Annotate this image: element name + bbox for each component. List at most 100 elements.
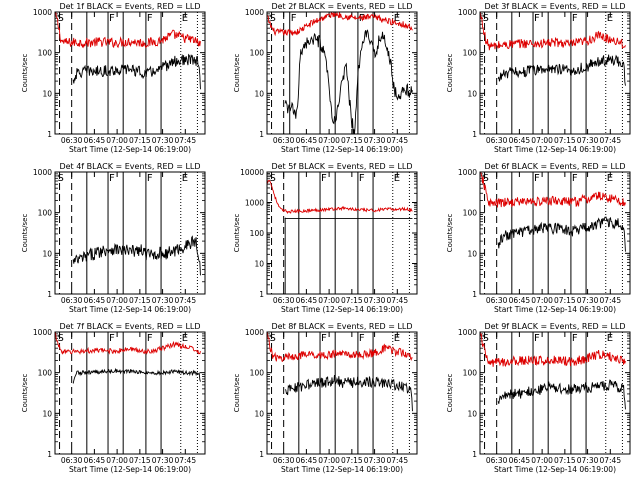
y-tick-label: 1 <box>47 290 52 299</box>
y-tick-label: 10 <box>254 260 264 269</box>
x-tick-label: 07:15 <box>129 136 151 145</box>
x-tick-label: 07:15 <box>554 136 576 145</box>
x-tick-label: 07:45 <box>386 456 408 465</box>
x-tick-label: 07:45 <box>174 136 196 145</box>
y-axis-label: Counts/sec <box>446 54 454 93</box>
x-tick-label: 06:45 <box>509 296 531 305</box>
x-axis-label: Start Time (12-Sep-14 06:19:00) <box>281 465 403 474</box>
x-tick-label: 06:30 <box>486 456 508 465</box>
x-tick-label: 06:30 <box>273 456 295 465</box>
x-tick-label: 07:45 <box>599 456 621 465</box>
event-letter: E <box>394 173 400 184</box>
event-letter: F <box>147 13 153 24</box>
x-tick-label: 06:30 <box>61 456 83 465</box>
x-tick-label: 07:30 <box>577 136 599 145</box>
events-series-line <box>284 375 413 412</box>
lld-series-line <box>267 179 413 215</box>
panel-title: Det 3f BLACK = Events, RED = LLD <box>484 2 625 11</box>
x-tick-label: 06:45 <box>84 296 106 305</box>
x-tick-label: 06:30 <box>61 136 83 145</box>
y-axis-label: Counts/sec <box>233 374 241 413</box>
panel-title: Det 6f BLACK = Events, RED = LLD <box>484 162 625 171</box>
event-letter: E <box>394 13 400 24</box>
y-tick-label: 10 <box>42 89 52 98</box>
event-letter: S <box>270 333 276 344</box>
detector-panel: Det 8f BLACK = Events, RED = LLD Counts/s… <box>233 322 418 474</box>
x-tick-label: 07:00 <box>106 136 128 145</box>
y-tick-label: 10 <box>467 409 477 418</box>
x-tick-label: 06:45 <box>509 136 531 145</box>
event-letter: F <box>321 173 327 184</box>
x-tick-label: 07:15 <box>129 456 151 465</box>
plot-frame <box>54 331 206 455</box>
events-series-line <box>284 217 413 294</box>
event-letter: F <box>291 13 297 24</box>
detector-panel: Det 1f BLACK = Events, RED = LLD Counts/s… <box>21 2 206 154</box>
x-tick-label: 07:30 <box>364 136 386 145</box>
y-tick-label: 100 <box>250 369 265 378</box>
event-letter: E <box>182 13 188 24</box>
event-letter: F <box>572 13 578 24</box>
event-letter: S <box>58 173 64 184</box>
y-tick-label: 100 <box>38 49 53 58</box>
y-axis-label: Counts/sec <box>21 54 29 93</box>
event-letter: S <box>483 333 489 344</box>
y-tick-label: 1000 <box>33 168 52 177</box>
y-tick-label: 1000 <box>458 168 477 177</box>
events-series-line <box>72 235 201 276</box>
event-letter: S <box>270 173 276 184</box>
x-tick-label: 07:30 <box>577 296 599 305</box>
lld-series-line <box>480 12 626 51</box>
x-tick-label: 06:30 <box>273 296 295 305</box>
event-letter: E <box>607 333 613 344</box>
event-letter: S <box>270 13 276 24</box>
lld-series-line <box>55 332 201 355</box>
y-tick-label: 100 <box>463 49 478 58</box>
y-tick-label: 1 <box>472 290 477 299</box>
y-tick-label: 1000 <box>458 328 477 337</box>
event-letter: F <box>321 333 327 344</box>
x-tick-label: 07:45 <box>174 456 196 465</box>
x-tick-label: 07:45 <box>174 296 196 305</box>
plot-frame <box>479 171 631 295</box>
x-tick-label: 06:45 <box>296 456 318 465</box>
event-letter: F <box>534 173 540 184</box>
detector-panel: Det 7f BLACK = Events, RED = LLD Counts/s… <box>21 322 206 474</box>
events-series-line <box>284 29 413 134</box>
panel-title: Det 2f BLACK = Events, RED = LLD <box>271 2 412 11</box>
event-letter: E <box>607 13 613 24</box>
event-letter: F <box>534 13 540 24</box>
detector-panel: Det 5f BLACK = Events, RED = LLD Counts/s… <box>233 162 418 314</box>
x-axis-label: Start Time (12-Sep-14 06:19:00) <box>494 305 616 314</box>
y-tick-label: 1 <box>259 130 264 139</box>
y-tick-label: 10 <box>254 89 264 98</box>
event-letter: F <box>109 333 115 344</box>
x-tick-label: 06:45 <box>509 456 531 465</box>
detector-panel: Det 9f BLACK = Events, RED = LLD Counts/s… <box>446 322 631 474</box>
x-tick-label: 07:45 <box>386 296 408 305</box>
x-tick-label: 06:45 <box>84 136 106 145</box>
x-tick-label: 06:45 <box>296 136 318 145</box>
y-axis-label: Counts/sec <box>233 214 241 253</box>
y-axis-label: Counts/sec <box>446 374 454 413</box>
panel-title: Det 4f BLACK = Events, RED = LLD <box>59 162 200 171</box>
x-axis-label: Start Time (12-Sep-14 06:19:00) <box>494 145 616 154</box>
y-tick-label: 1 <box>259 290 264 299</box>
y-tick-label: 100 <box>250 49 265 58</box>
detector-panel: Det 3f BLACK = Events, RED = LLD Counts/s… <box>446 2 631 154</box>
event-letter: F <box>572 173 578 184</box>
y-axis-label: Counts/sec <box>21 374 29 413</box>
x-tick-label: 07:30 <box>152 296 174 305</box>
y-axis-label: Counts/sec <box>21 214 29 253</box>
y-tick-label: 1 <box>47 450 52 459</box>
x-tick-label: 07:30 <box>364 296 386 305</box>
y-tick-label: 1000 <box>245 328 264 337</box>
y-tick-label: 100 <box>38 209 53 218</box>
x-tick-label: 06:45 <box>296 296 318 305</box>
x-tick-label: 06:30 <box>486 296 508 305</box>
y-tick-label: 1000 <box>245 199 264 208</box>
y-tick-label: 100 <box>463 209 478 218</box>
event-letter: F <box>534 333 540 344</box>
events-series-line <box>72 367 201 384</box>
